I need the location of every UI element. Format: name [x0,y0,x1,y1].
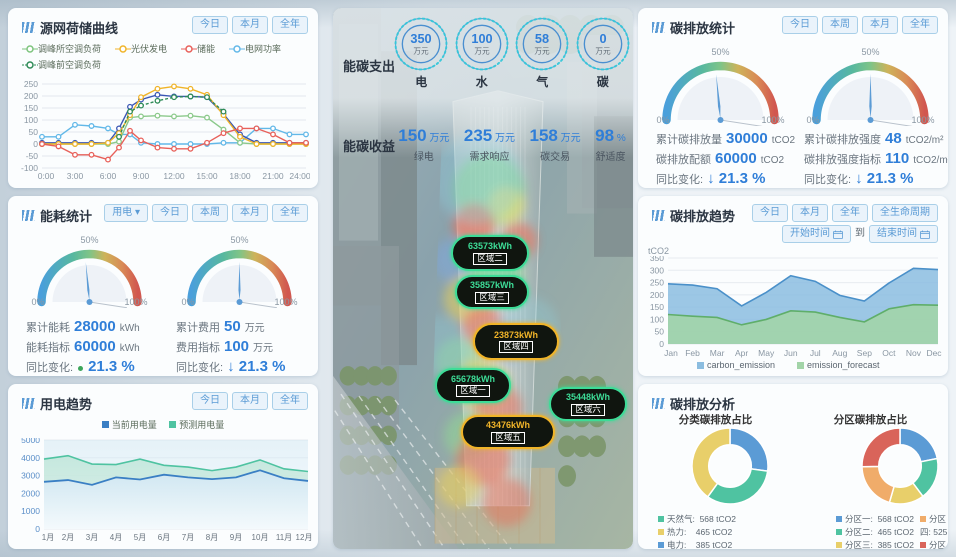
svg-text:Apr: Apr [735,348,748,358]
svg-text:10月: 10月 [252,533,269,542]
svg-text:2月: 2月 [62,533,74,542]
svg-text:24:00: 24:00 [289,171,310,181]
svg-text:12月: 12月 [296,533,312,542]
svg-text:0:00: 0:00 [38,171,55,181]
svg-text:0%: 0% [807,115,820,125]
svg-text:50: 50 [29,127,39,137]
svg-text:100: 100 [471,31,492,46]
svg-text:100%: 100% [761,115,784,125]
svg-text:Jan: Jan [664,348,678,358]
svg-text:0: 0 [33,139,38,149]
svg-text:50: 50 [655,327,665,337]
svg-text:50%: 50% [861,47,879,57]
svg-text:万元: 万元 [414,46,430,55]
svg-text:5月: 5月 [134,533,146,542]
svg-text:5000: 5000 [21,438,40,445]
svg-text:Dec: Dec [926,348,942,358]
svg-text:-50: -50 [26,151,39,161]
svg-text:250: 250 [650,278,664,288]
svg-text:12:00: 12:00 [163,171,185,181]
svg-text:350: 350 [411,31,432,46]
svg-text:万元: 万元 [474,46,490,55]
svg-text:0%: 0% [32,297,45,307]
svg-text:9月: 9月 [230,533,242,542]
svg-text:-100: -100 [21,163,38,173]
svg-text:150: 150 [650,302,664,312]
svg-text:3:00: 3:00 [67,171,84,181]
svg-text:6月: 6月 [158,533,170,542]
svg-text:50%: 50% [80,235,98,245]
svg-text:0%: 0% [182,297,195,307]
svg-text:Oct: Oct [882,348,896,358]
svg-text:emission_forecast: emission_forecast [807,360,880,370]
svg-text:50%: 50% [711,47,729,57]
svg-text:100%: 100% [274,297,297,307]
svg-text:15:00: 15:00 [196,171,218,181]
svg-text:50%: 50% [230,235,248,245]
svg-text:7月: 7月 [182,533,194,542]
svg-text:1月: 1月 [42,533,54,542]
svg-text:万元: 万元 [535,46,551,55]
svg-text:350: 350 [650,256,664,263]
svg-text:Aug: Aug [832,348,847,358]
svg-text:100: 100 [650,314,664,324]
svg-text:carbon_emission: carbon_emission [707,360,775,370]
svg-text:200: 200 [24,91,38,101]
svg-text:4000: 4000 [21,453,40,463]
svg-text:250: 250 [24,80,38,89]
svg-text:100: 100 [24,115,38,125]
svg-text:100%: 100% [911,115,934,125]
svg-text:150: 150 [24,103,38,113]
svg-text:Sep: Sep [857,348,872,358]
svg-text:3月: 3月 [86,533,98,542]
svg-text:4月: 4月 [110,533,122,542]
svg-text:May: May [758,348,775,358]
svg-text:Jun: Jun [784,348,798,358]
svg-text:200: 200 [650,290,664,300]
svg-text:万元: 万元 [595,46,611,55]
svg-text:Nov: Nov [906,348,922,358]
svg-text:0: 0 [599,31,606,46]
svg-text:300: 300 [650,265,664,275]
svg-text:21:00: 21:00 [262,171,284,181]
svg-text:9:00: 9:00 [133,171,150,181]
svg-text:58: 58 [535,31,549,46]
svg-text:100%: 100% [124,297,147,307]
svg-text:1000: 1000 [21,506,40,516]
svg-text:18:00: 18:00 [229,171,251,181]
svg-text:Feb: Feb [685,348,700,358]
svg-text:Jul: Jul [810,348,821,358]
svg-text:0%: 0% [657,115,670,125]
svg-text:11月: 11月 [276,533,292,542]
svg-text:Mar: Mar [710,348,725,358]
svg-text:8月: 8月 [206,533,218,542]
svg-text:2000: 2000 [21,488,40,498]
svg-text:0: 0 [35,524,40,534]
svg-text:6:00: 6:00 [100,171,117,181]
svg-text:3000: 3000 [21,471,40,481]
